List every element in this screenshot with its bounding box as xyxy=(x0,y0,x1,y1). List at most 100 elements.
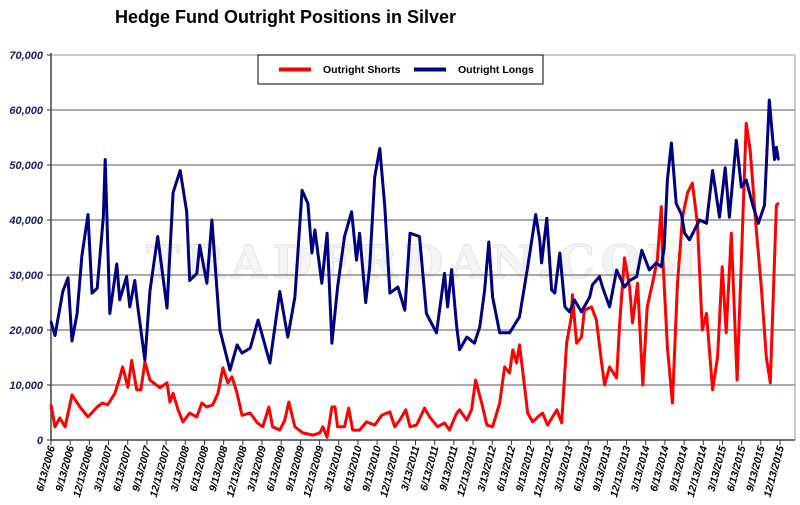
data-point xyxy=(205,405,209,409)
data-point xyxy=(130,359,133,362)
data-point xyxy=(565,342,568,345)
data-point xyxy=(211,403,214,406)
data-point xyxy=(188,279,191,282)
data-point xyxy=(228,368,232,372)
data-point xyxy=(660,265,663,268)
data-point xyxy=(446,305,449,309)
data-point xyxy=(104,158,107,161)
legend-label-shorts: Outright Shorts xyxy=(323,64,401,76)
data-point xyxy=(455,325,458,328)
data-point xyxy=(383,205,386,208)
series-outright-shorts xyxy=(49,121,780,439)
data-point xyxy=(676,282,679,285)
data-point xyxy=(70,393,74,397)
data-point xyxy=(436,425,439,428)
data-point xyxy=(423,406,426,410)
data-point xyxy=(760,285,763,289)
data-point xyxy=(646,305,649,309)
data-point xyxy=(671,401,674,405)
data-point xyxy=(711,388,714,392)
data-point xyxy=(90,291,94,295)
data-point xyxy=(249,346,252,350)
y-tick-label: 70,000 xyxy=(9,50,44,62)
data-point xyxy=(358,232,361,235)
data-point xyxy=(526,265,529,268)
data-point xyxy=(333,405,337,409)
data-point xyxy=(106,403,109,406)
data-point xyxy=(365,420,368,424)
data-point xyxy=(560,421,563,425)
data-point xyxy=(78,405,82,409)
data-point xyxy=(474,378,477,382)
data-point xyxy=(757,222,760,225)
data-point xyxy=(455,411,458,415)
data-point xyxy=(320,282,323,285)
data-point xyxy=(623,256,626,260)
data-point xyxy=(70,339,74,343)
data-point xyxy=(278,428,281,432)
data-point xyxy=(541,411,544,415)
data-point xyxy=(603,383,606,387)
data-point xyxy=(101,401,104,405)
data-point xyxy=(580,310,583,314)
data-point xyxy=(491,295,494,299)
data-point xyxy=(133,279,136,282)
data-point xyxy=(113,392,117,395)
data-point xyxy=(568,310,571,314)
data-point xyxy=(283,419,286,422)
data-point xyxy=(666,345,669,349)
data-point xyxy=(691,181,694,185)
data-point xyxy=(526,411,529,415)
data-point xyxy=(745,122,748,125)
data-point xyxy=(503,365,506,369)
data-point xyxy=(271,425,274,428)
data-point xyxy=(388,291,392,295)
data-point xyxy=(728,216,731,219)
data-point xyxy=(483,289,486,292)
data-point xyxy=(108,312,112,315)
y-tick-label: 0 xyxy=(37,435,44,447)
data-point xyxy=(176,408,180,411)
data-point xyxy=(347,406,350,410)
data-point xyxy=(261,425,264,428)
data-point xyxy=(278,290,281,293)
data-point xyxy=(443,421,446,425)
data-point xyxy=(635,275,638,278)
chart-title: Hedge Fund Outright Positions in Silver xyxy=(115,7,456,27)
data-point xyxy=(480,401,483,405)
data-point xyxy=(235,343,239,347)
data-point xyxy=(485,423,489,427)
data-point xyxy=(540,261,543,265)
data-point xyxy=(745,178,748,182)
data-point xyxy=(80,254,84,257)
data-point xyxy=(666,178,669,182)
data-point xyxy=(435,331,438,334)
data-point xyxy=(680,213,683,216)
data-point xyxy=(478,325,481,328)
data-point xyxy=(403,309,406,312)
data-point xyxy=(158,386,162,389)
data-point xyxy=(96,287,99,290)
data-point xyxy=(498,331,501,334)
data-point xyxy=(205,282,209,285)
data-point xyxy=(555,408,559,411)
data-point xyxy=(256,318,260,322)
data-point xyxy=(705,312,708,315)
data-point xyxy=(580,335,583,339)
data-point xyxy=(763,204,766,207)
data-point xyxy=(538,238,541,241)
data-point xyxy=(325,436,329,439)
data-point xyxy=(491,425,494,428)
data-point xyxy=(364,301,367,304)
data-point xyxy=(200,401,203,405)
data-point xyxy=(61,290,64,293)
y-axis: 0 10,000 20,000 30,000 40,000 50,000 60,000 70,… xyxy=(8,50,52,447)
data-point xyxy=(545,217,548,220)
data-point xyxy=(185,210,188,213)
data-point xyxy=(408,232,412,235)
data-point xyxy=(693,228,696,232)
data-point xyxy=(300,189,304,192)
data-point xyxy=(49,320,53,323)
data-point xyxy=(293,425,297,428)
